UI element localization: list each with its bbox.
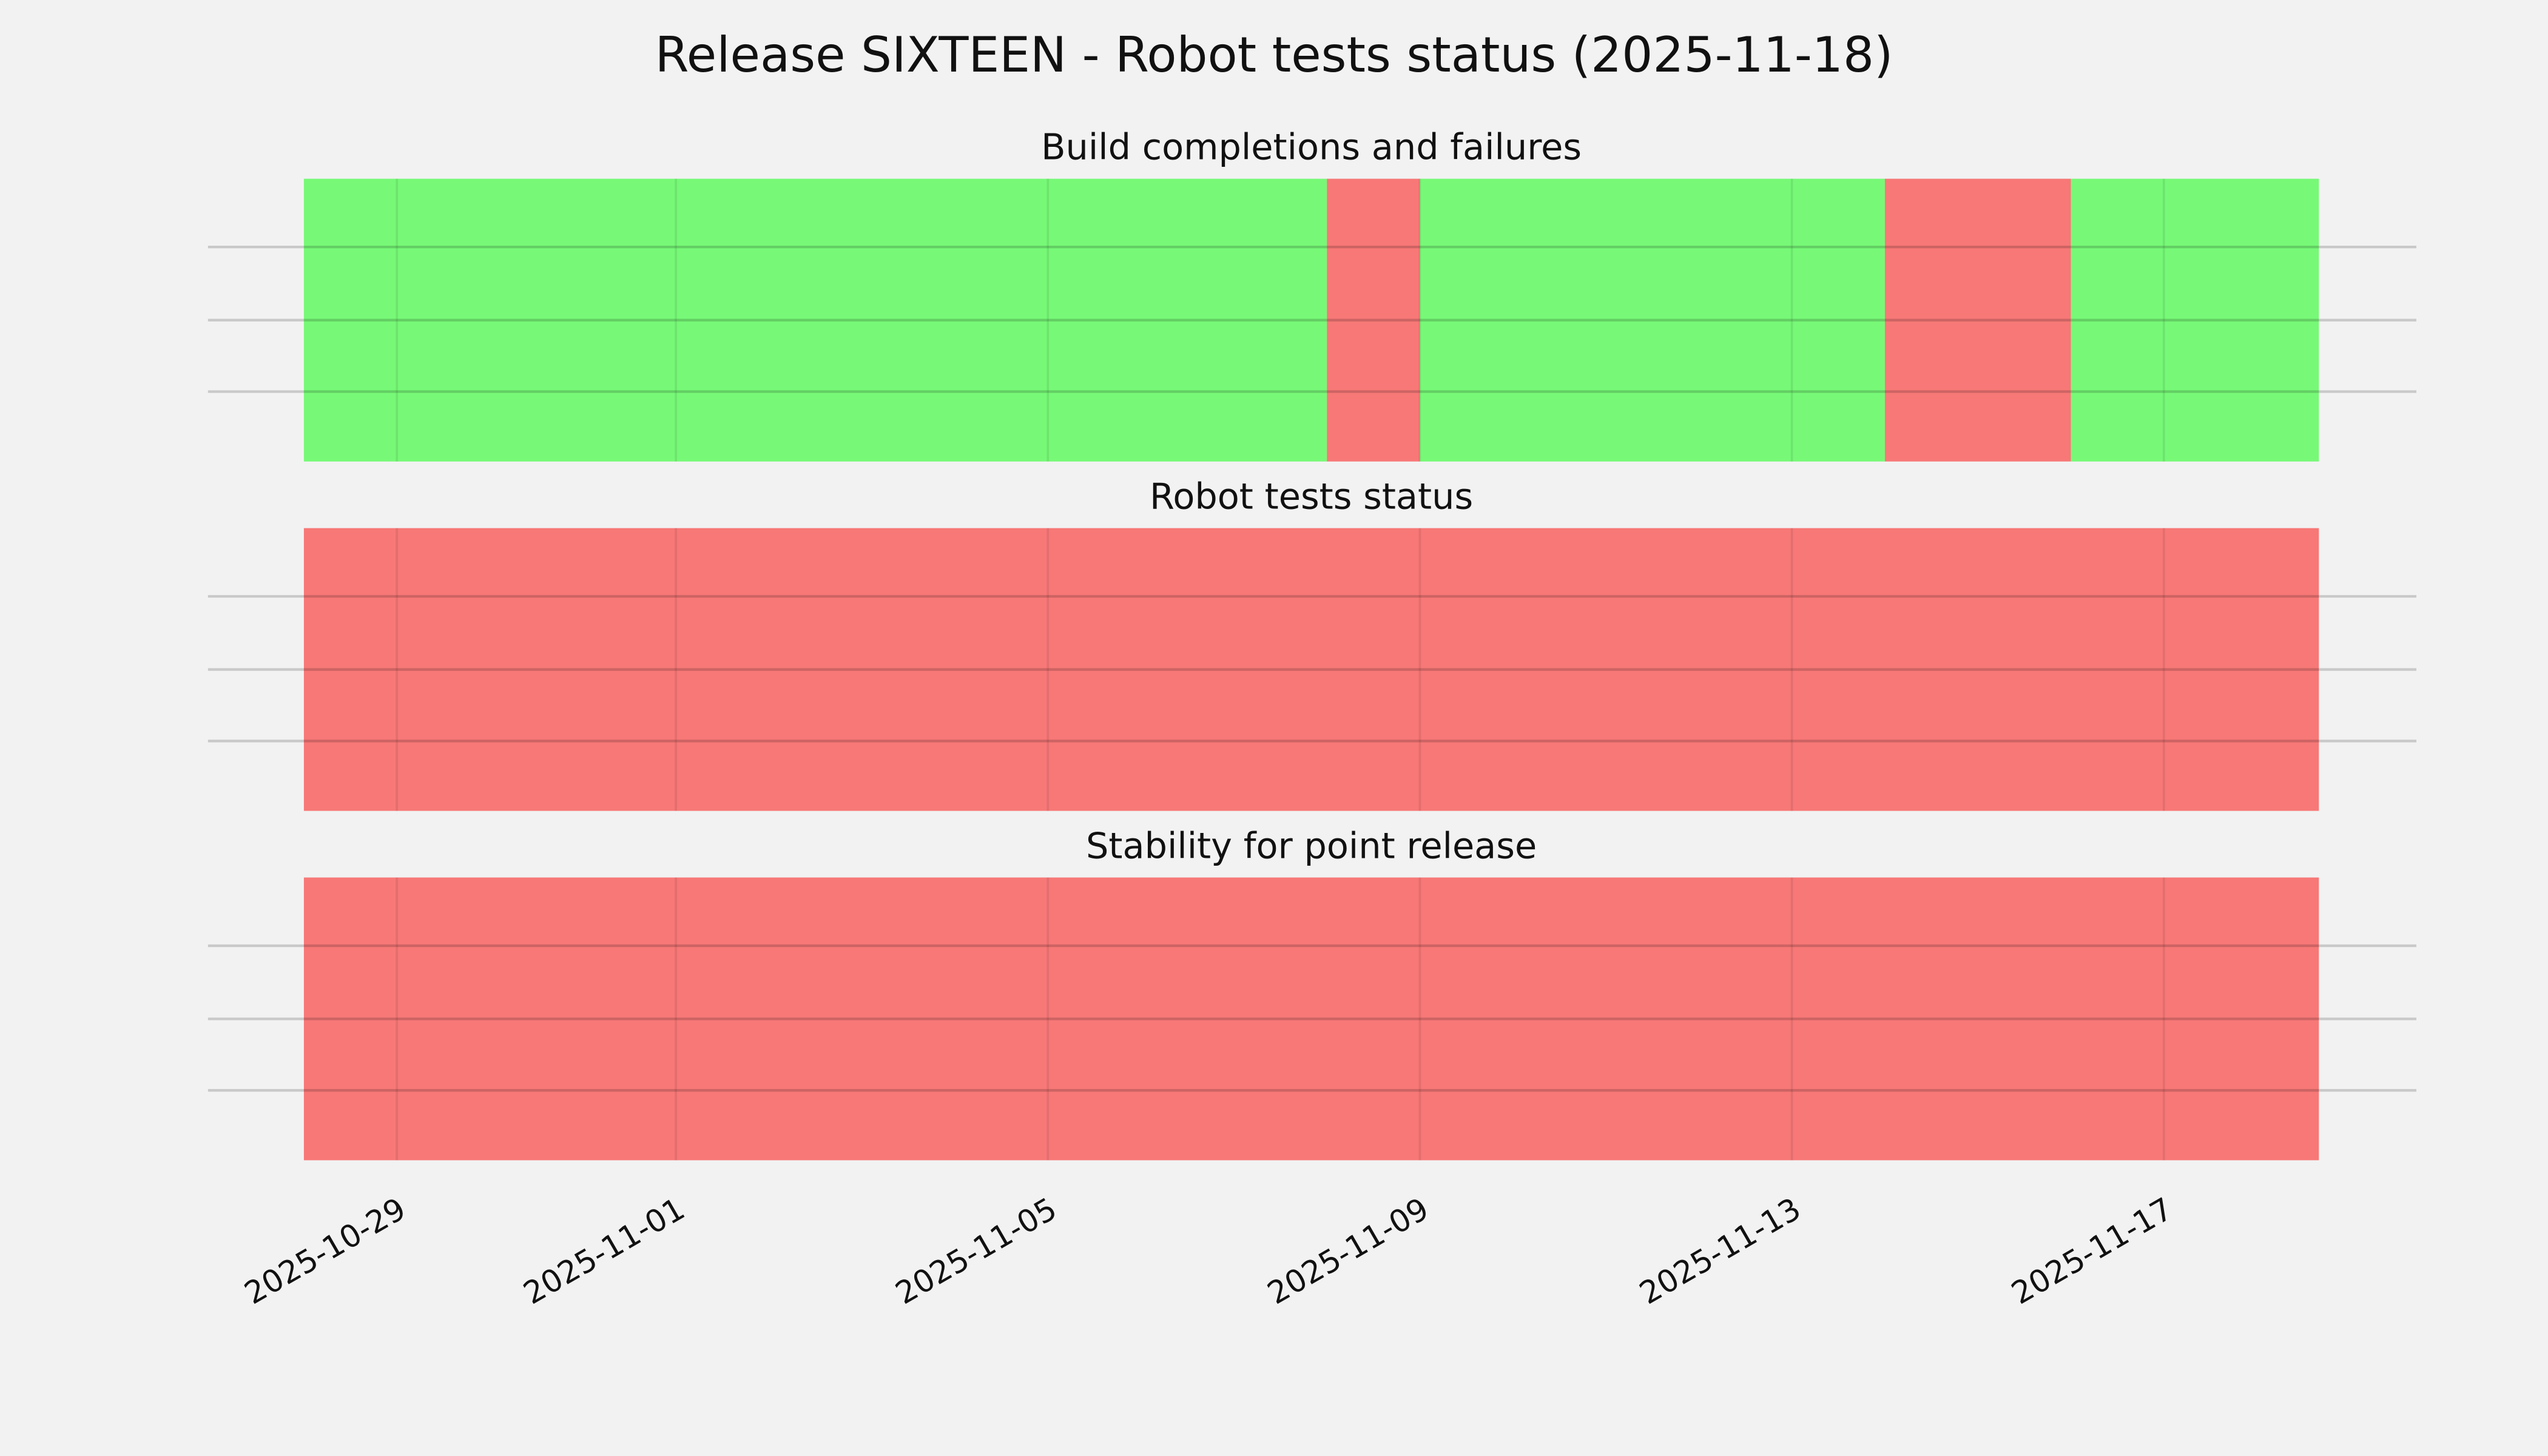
status-segment-failure — [1327, 178, 1420, 462]
panel-title: Stability for point release — [1086, 824, 1537, 866]
status-segment-failure — [303, 528, 2319, 811]
chart-title: Release SIXTEEN - Robot tests status (20… — [655, 26, 1893, 83]
status-segment-failure — [1884, 178, 2071, 462]
panel-title: Robot tests status — [1150, 475, 1473, 517]
status-segment-success — [1420, 178, 1885, 462]
panel-2: Robot tests status — [207, 475, 2417, 811]
status-segment-success — [2071, 178, 2319, 462]
status-segment-failure — [303, 877, 2319, 1161]
panel-3: Stability for point release — [207, 824, 2417, 1161]
panel-1: Build completions and failures — [207, 126, 2417, 462]
status-segment-success — [303, 178, 1327, 462]
panel-title: Build completions and failures — [1041, 126, 1582, 168]
